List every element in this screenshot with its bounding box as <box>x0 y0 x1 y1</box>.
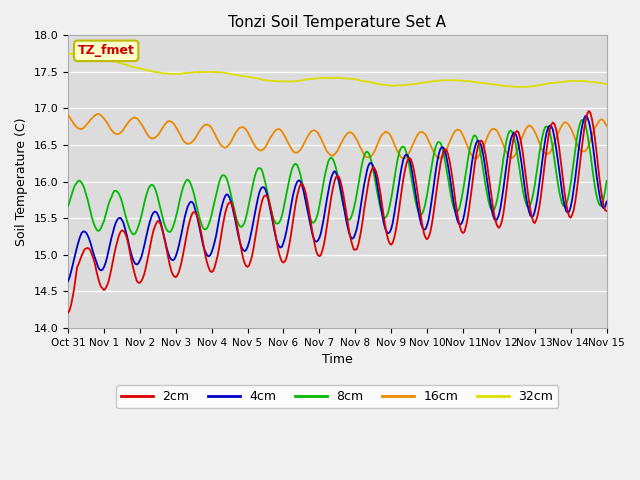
Y-axis label: Soil Temperature (C): Soil Temperature (C) <box>15 117 28 246</box>
Title: Tonzi Soil Temperature Set A: Tonzi Soil Temperature Set A <box>228 15 446 30</box>
Legend: 2cm, 4cm, 8cm, 16cm, 32cm: 2cm, 4cm, 8cm, 16cm, 32cm <box>116 385 558 408</box>
Text: TZ_fmet: TZ_fmet <box>77 44 134 57</box>
X-axis label: Time: Time <box>322 353 353 366</box>
